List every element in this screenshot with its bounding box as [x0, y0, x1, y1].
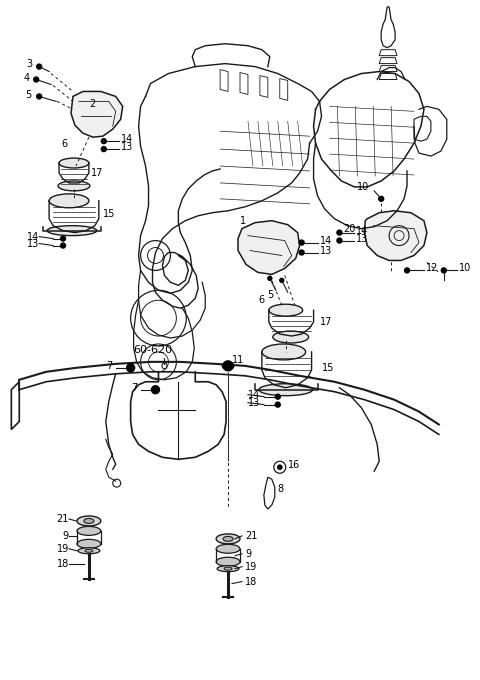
Ellipse shape: [58, 181, 90, 191]
Circle shape: [60, 243, 65, 248]
Ellipse shape: [77, 539, 101, 548]
Ellipse shape: [217, 566, 239, 572]
Ellipse shape: [59, 158, 89, 168]
Text: 60-620: 60-620: [133, 345, 172, 355]
Text: 18: 18: [245, 577, 257, 587]
Text: 19: 19: [245, 562, 257, 572]
Text: 6: 6: [61, 139, 67, 149]
Text: 14: 14: [27, 232, 39, 241]
Circle shape: [337, 230, 342, 235]
Text: 17: 17: [320, 317, 332, 327]
Ellipse shape: [77, 516, 101, 526]
Ellipse shape: [269, 304, 302, 316]
Circle shape: [299, 240, 304, 245]
Ellipse shape: [78, 548, 100, 554]
Circle shape: [101, 139, 106, 143]
Circle shape: [36, 94, 42, 99]
Text: 19: 19: [57, 544, 69, 554]
Text: 12: 12: [426, 263, 438, 273]
Text: 7: 7: [107, 361, 113, 371]
Circle shape: [280, 278, 284, 282]
Circle shape: [276, 402, 280, 407]
Circle shape: [36, 64, 42, 69]
Text: 13: 13: [356, 234, 369, 243]
Text: 8: 8: [278, 484, 284, 494]
Text: 15: 15: [322, 363, 334, 373]
Circle shape: [277, 464, 282, 470]
Circle shape: [152, 386, 159, 394]
Text: 2: 2: [89, 99, 95, 109]
Text: 14: 14: [120, 134, 133, 144]
Text: 14: 14: [320, 235, 332, 245]
Circle shape: [337, 238, 342, 243]
Text: 14: 14: [356, 226, 369, 236]
Text: 15: 15: [103, 209, 115, 219]
Circle shape: [276, 394, 280, 399]
Ellipse shape: [259, 384, 312, 396]
Text: 16: 16: [288, 460, 300, 471]
Text: 10: 10: [459, 263, 471, 273]
Text: 9: 9: [63, 531, 69, 541]
Circle shape: [299, 250, 304, 255]
Ellipse shape: [47, 226, 97, 235]
Text: 5: 5: [267, 290, 273, 301]
Ellipse shape: [216, 544, 240, 554]
Text: 10: 10: [357, 182, 369, 192]
Polygon shape: [238, 221, 300, 275]
Ellipse shape: [77, 526, 101, 535]
Text: 13: 13: [320, 245, 332, 256]
Polygon shape: [364, 211, 427, 260]
Ellipse shape: [224, 567, 232, 570]
Ellipse shape: [216, 534, 240, 544]
Text: 4: 4: [23, 73, 29, 82]
Circle shape: [127, 364, 134, 372]
Ellipse shape: [49, 194, 89, 208]
Text: 20: 20: [343, 224, 355, 234]
Circle shape: [101, 147, 106, 152]
Ellipse shape: [84, 518, 94, 524]
Text: 11: 11: [232, 355, 244, 365]
Text: 3: 3: [26, 58, 32, 69]
Circle shape: [223, 361, 233, 371]
Ellipse shape: [85, 549, 93, 552]
Text: 17: 17: [91, 168, 103, 178]
Text: 14: 14: [248, 390, 260, 400]
Ellipse shape: [262, 344, 306, 360]
Circle shape: [34, 77, 39, 82]
Polygon shape: [71, 91, 123, 137]
Circle shape: [60, 236, 65, 241]
Circle shape: [268, 276, 272, 280]
Text: 1: 1: [240, 216, 246, 226]
Text: 13: 13: [248, 398, 260, 407]
Circle shape: [379, 197, 384, 201]
Text: 21: 21: [57, 514, 69, 524]
Text: 18: 18: [57, 559, 69, 568]
Ellipse shape: [223, 537, 233, 541]
Text: 13: 13: [120, 142, 133, 152]
Text: 6: 6: [258, 295, 264, 305]
Ellipse shape: [273, 331, 309, 343]
Circle shape: [441, 268, 446, 273]
Text: 7: 7: [132, 383, 138, 393]
Text: 5: 5: [25, 90, 32, 101]
Text: 9: 9: [245, 549, 251, 559]
Circle shape: [405, 268, 409, 273]
Text: 21: 21: [245, 531, 257, 541]
Text: 13: 13: [27, 239, 39, 249]
Ellipse shape: [216, 557, 240, 566]
